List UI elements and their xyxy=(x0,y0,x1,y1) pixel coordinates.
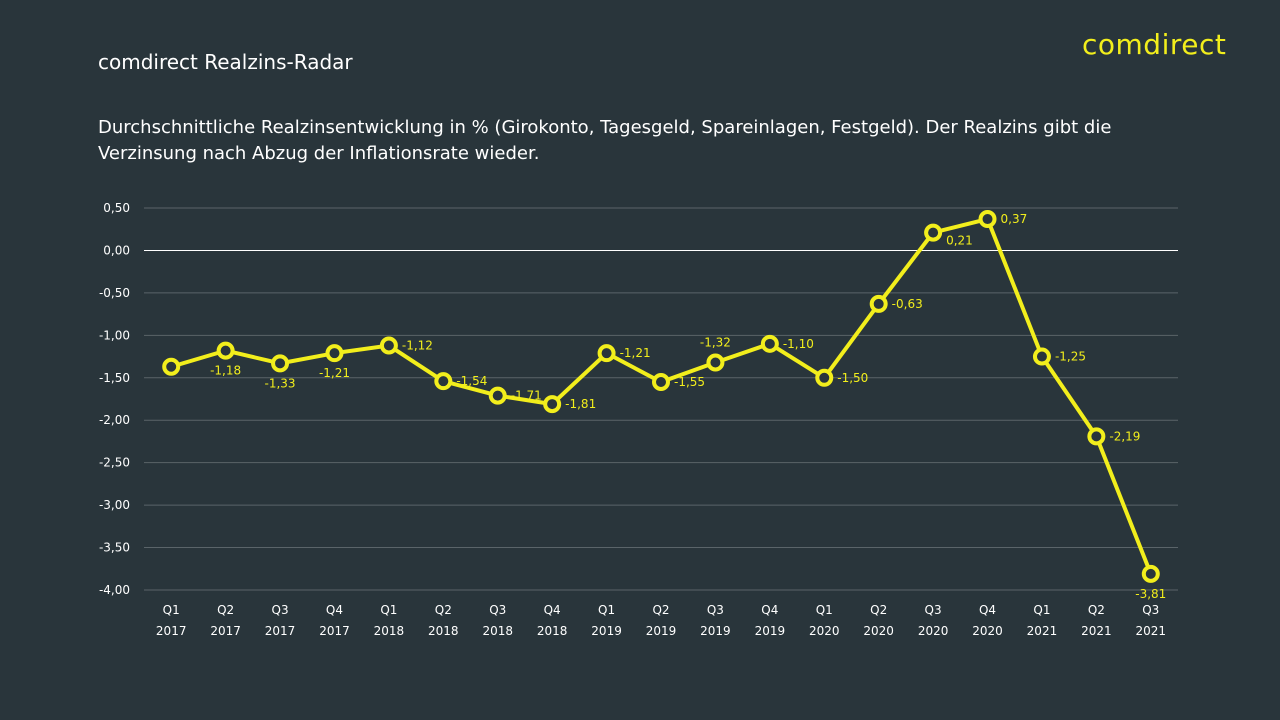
x-tick-quarter: Q2 xyxy=(435,603,452,617)
x-tick-year: 2019 xyxy=(591,624,622,638)
x-tick-quarter: Q2 xyxy=(652,603,669,617)
x-tick-year: 2021 xyxy=(1027,624,1058,638)
data-label: 0,21 xyxy=(946,234,973,248)
x-tick-quarter: Q1 xyxy=(816,603,833,617)
x-tick-quarter: Q1 xyxy=(163,603,180,617)
data-point xyxy=(978,210,997,229)
x-tick-year: 2021 xyxy=(1081,624,1112,638)
data-point xyxy=(379,336,398,355)
data-point xyxy=(488,386,507,405)
x-tick-quarter: Q4 xyxy=(544,603,561,617)
data-label: -1,21 xyxy=(319,366,350,380)
x-tick-year: 2018 xyxy=(537,624,568,638)
y-tick-label: -4,00 xyxy=(99,583,130,597)
data-point xyxy=(216,341,235,360)
x-tick-year: 2019 xyxy=(646,624,677,638)
x-tick-year: 2021 xyxy=(1136,624,1167,638)
x-tick-year: 2018 xyxy=(374,624,405,638)
data-label: -1,12 xyxy=(402,339,433,353)
y-tick-label: -2,00 xyxy=(99,413,130,427)
data-label: -1,10 xyxy=(783,337,814,351)
x-tick-quarter: Q4 xyxy=(761,603,778,617)
x-tick-year: 2017 xyxy=(265,624,296,638)
x-tick-quarter: Q2 xyxy=(870,603,887,617)
y-tick-label: -3,00 xyxy=(99,498,130,512)
y-tick-label: 0,00 xyxy=(103,243,130,257)
data-point xyxy=(869,294,888,313)
data-point xyxy=(924,223,943,242)
data-label: -1,54 xyxy=(456,374,487,388)
data-label: -1,55 xyxy=(674,375,705,389)
x-tick-year: 2017 xyxy=(319,624,350,638)
y-axis-ticks: 0,50 0,00 -0,50 -1,00 -1,50 -2,00 -2,50 -3,00 -3… xyxy=(99,201,130,597)
y-tick-label: -1,50 xyxy=(99,371,130,385)
x-tick-quarter: Q2 xyxy=(217,603,234,617)
data-label: -1,81 xyxy=(565,397,596,411)
chart-subtitle: Durchschnittliche Realzinsentwicklung in… xyxy=(98,117,1112,164)
x-tick-quarter: Q1 xyxy=(380,603,397,617)
x-tick-year: 2018 xyxy=(482,624,513,638)
x-tick-year: 2018 xyxy=(428,624,459,638)
data-point xyxy=(325,344,344,363)
data-label: -1,71 xyxy=(511,389,542,403)
x-tick-year: 2020 xyxy=(918,624,949,638)
data-point xyxy=(1087,427,1106,446)
x-tick-year: 2017 xyxy=(210,624,241,638)
x-axis-ticks: Q1 2017 Q2 2017 Q3 2017 Q4 2017 Q1 2018 Q2 2018 Q3 20… xyxy=(156,603,1166,638)
data-point xyxy=(271,354,290,373)
y-tick-label: 0,50 xyxy=(103,201,130,215)
data-point xyxy=(434,372,453,391)
x-tick-quarter: Q3 xyxy=(272,603,289,617)
comdirect-logo: comdirect xyxy=(1082,28,1227,61)
x-tick-year: 2020 xyxy=(809,624,840,638)
x-tick-quarter: Q1 xyxy=(598,603,615,617)
x-tick-quarter: Q3 xyxy=(707,603,724,617)
data-label: -1,21 xyxy=(620,346,651,360)
x-tick-year: 2017 xyxy=(156,624,187,638)
data-point xyxy=(815,368,834,387)
y-tick-label: -3,50 xyxy=(99,541,130,555)
data-label: -3,81 xyxy=(1135,587,1166,601)
x-tick-quarter: Q3 xyxy=(1142,603,1159,617)
x-tick-quarter: Q3 xyxy=(925,603,942,617)
x-tick-quarter: Q2 xyxy=(1088,603,1105,617)
data-label: -1,25 xyxy=(1055,350,1086,364)
y-tick-label: -2,50 xyxy=(99,456,130,470)
y-tick-label: -0,50 xyxy=(99,286,130,300)
data-point xyxy=(706,353,725,372)
x-tick-quarter: Q4 xyxy=(979,603,996,617)
data-point xyxy=(1032,347,1051,366)
x-tick-year: 2019 xyxy=(755,624,786,638)
data-label: -1,32 xyxy=(700,335,731,349)
x-tick-year: 2020 xyxy=(863,624,894,638)
x-tick-quarter: Q4 xyxy=(326,603,343,617)
data-point xyxy=(1141,564,1160,583)
data-point xyxy=(760,334,779,353)
series-realzins xyxy=(162,210,1160,583)
data-point xyxy=(597,344,616,363)
x-tick-year: 2020 xyxy=(972,624,1003,638)
data-label: -2,19 xyxy=(1109,429,1140,443)
y-tick-label: -1,00 xyxy=(99,328,130,342)
data-point xyxy=(162,357,181,376)
data-label: -1,18 xyxy=(210,364,241,378)
data-label: -0,63 xyxy=(892,297,923,311)
data-labels: -1,18 -1,33 -1,21 -1,12 -1,54 -1,71 -1,81 -1,21… xyxy=(210,212,1166,601)
x-tick-quarter: Q1 xyxy=(1033,603,1050,617)
data-label: -1,50 xyxy=(837,371,868,385)
x-tick-year: 2019 xyxy=(700,624,731,638)
data-label: -1,33 xyxy=(265,376,296,390)
x-tick-quarter: Q3 xyxy=(489,603,506,617)
grid-lines xyxy=(144,207,1178,591)
data-label: 0,37 xyxy=(1001,212,1028,226)
data-point xyxy=(652,373,670,392)
page-title: comdirect Realzins-Radar xyxy=(98,50,353,74)
data-point xyxy=(543,395,562,414)
series-line xyxy=(170,217,1153,575)
